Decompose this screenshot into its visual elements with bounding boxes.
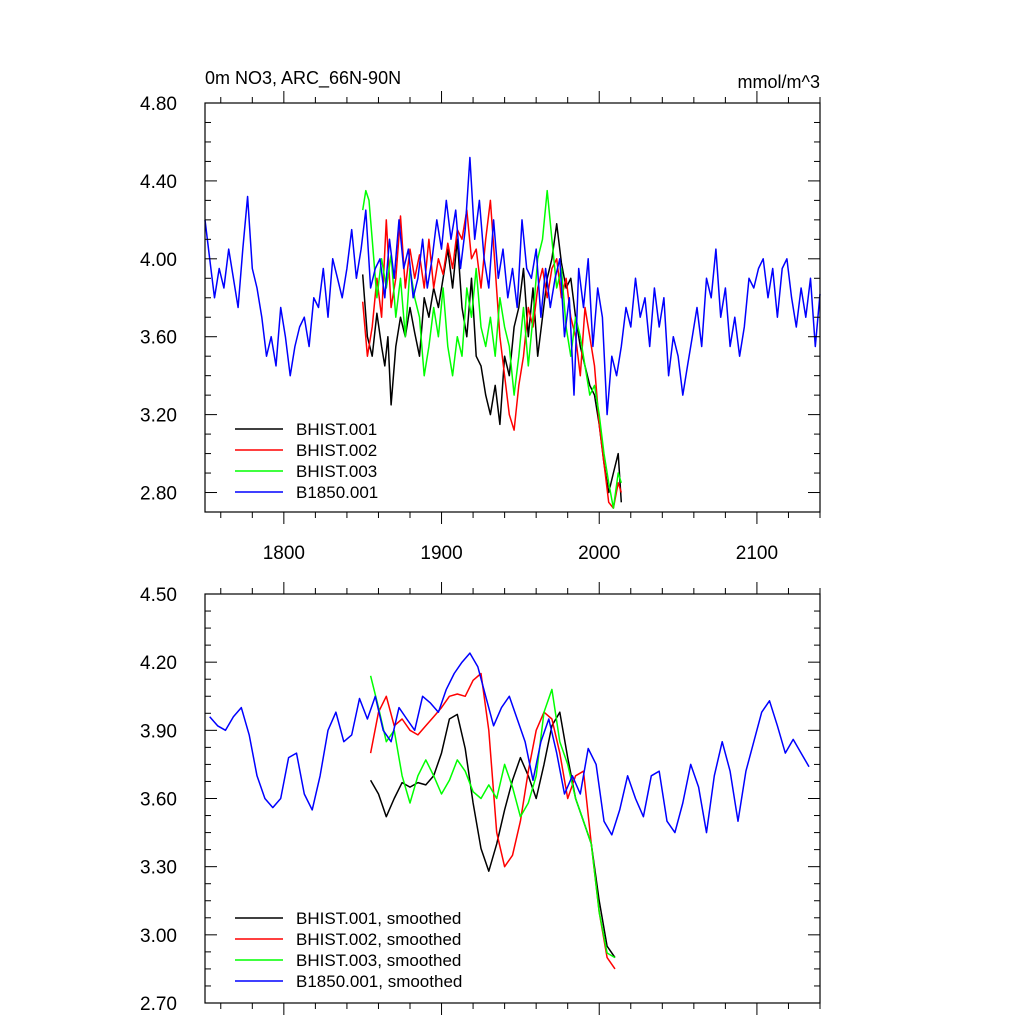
- bottom-ytick-label: 4.20: [140, 653, 177, 674]
- bottom-ytick-label: 3.00: [140, 926, 177, 947]
- bottom-legend-label-1: BHIST.001, smoothed: [296, 909, 461, 928]
- top-legend-label-1: BHIST.001: [296, 420, 377, 439]
- top-legend-label-2: BHIST.002: [296, 441, 377, 460]
- bottom-panel-smoothed: 2.70 3.00 3.30 3.60 3.90 4.20 4.50 BHIST.001, s…: [140, 582, 821, 1015]
- top-xtick-label: 1900: [420, 543, 462, 564]
- bottom-ytick-label: 4.50: [140, 585, 177, 606]
- top-legend-label-4: B1850.001: [296, 483, 378, 502]
- top-plot-frame: [204, 102, 821, 513]
- top-panel-raw: 0m NO3, ARC_66N-90N mmol/m^3 2.80 3.20 3.6…: [140, 68, 821, 564]
- bottom-legend-label-3: BHIST.003, smoothed: [296, 951, 461, 970]
- top-series-1: [361, 223, 623, 503]
- top-xtick-label: 2100: [736, 543, 778, 564]
- top-legend-label-3: BHIST.003: [296, 462, 377, 481]
- top-title-left: 0m NO3, ARC_66N-90N: [205, 68, 401, 89]
- bottom-legend-label-4: B1850.001, smoothed: [296, 972, 462, 991]
- top-xtick-label: 2000: [578, 543, 620, 564]
- top-ytick-label: 2.80: [140, 484, 177, 505]
- top-series-4: [204, 156, 821, 416]
- top-xtick-label: 1800: [263, 543, 305, 564]
- top-ytick-label: 4.40: [140, 172, 177, 193]
- bottom-ytick-label: 3.30: [140, 858, 177, 879]
- bottom-ytick-label: 2.70: [140, 994, 177, 1015]
- bottom-ytick-label: 3.90: [140, 721, 177, 742]
- top-series-3: [361, 189, 623, 509]
- top-ytick-label: 3.60: [140, 328, 177, 349]
- bottom-legend-label-2: BHIST.002, smoothed: [296, 930, 461, 949]
- bottom-ytick-label: 3.60: [140, 790, 177, 811]
- top-ytick-label: 4.80: [140, 94, 177, 115]
- top-title-units: mmol/m^3: [738, 72, 820, 92]
- top-ytick-label: 4.00: [140, 250, 177, 271]
- top-ytick-label: 3.20: [140, 406, 177, 427]
- bottom-series-3: [369, 675, 616, 959]
- bottom-series-4: [209, 652, 810, 836]
